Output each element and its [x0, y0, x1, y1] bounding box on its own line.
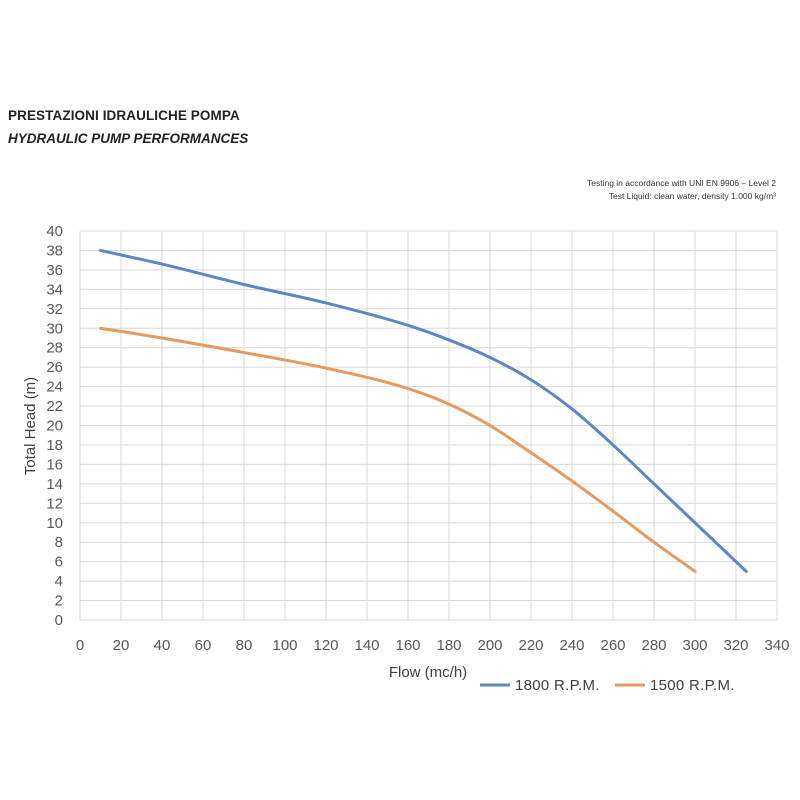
- y-tick-label: 30: [46, 320, 63, 337]
- y-tick-label: 4: [55, 573, 63, 590]
- y-tick-label: 22: [46, 398, 63, 415]
- y-tick-label: 32: [46, 301, 63, 318]
- y-tick-label: 16: [46, 456, 63, 473]
- x-tick-label: 80: [236, 637, 253, 654]
- y-tick-label: 24: [46, 379, 63, 396]
- chart-title-italian: PRESTAZIONI IDRAULICHE POMPA: [8, 108, 240, 123]
- y-tick-label: 26: [46, 359, 63, 376]
- x-tick-label: 320: [723, 637, 748, 654]
- y-tick-label: 34: [46, 281, 63, 298]
- y-tick-label: 10: [46, 515, 63, 532]
- series-line-1: [99, 248, 748, 573]
- chart-legend: 1800 R.P.M. 1500 R.P.M.: [480, 677, 735, 694]
- y-tick-label: 38: [46, 242, 63, 259]
- legend-label-series-1: 1800 R.P.M.: [515, 677, 600, 694]
- x-axis-ticks: 0 20 40 60 80 100 120 140 160 180 200 220 240 260 280 3…: [76, 637, 790, 654]
- y-tick-label: 20: [46, 418, 63, 435]
- chart-series: [99, 248, 748, 573]
- y-tick-label: 0: [55, 612, 63, 629]
- x-tick-label: 300: [682, 637, 707, 654]
- y-tick-label: 40: [46, 223, 63, 240]
- y-tick-label: 14: [46, 476, 63, 493]
- x-tick-label: 180: [436, 637, 461, 654]
- x-tick-label: 100: [272, 637, 297, 654]
- x-tick-label: 120: [313, 637, 338, 654]
- testing-standard-note: Testing in accordance with UNI EN 9906 –…: [587, 178, 776, 188]
- chart-grid: [79, 230, 778, 621]
- legend-label-series-2: 1500 R.P.M.: [650, 677, 735, 694]
- x-tick-label: 160: [395, 637, 420, 654]
- x-tick-label: 340: [764, 637, 789, 654]
- x-tick-label: 60: [195, 637, 212, 654]
- x-tick-label: 40: [154, 637, 171, 654]
- y-tick-label: 12: [46, 495, 63, 512]
- chart-title-english: HYDRAULIC PUMP PERFORMANCES: [8, 131, 249, 146]
- y-tick-label: 28: [46, 340, 63, 357]
- x-tick-label: 260: [600, 637, 625, 654]
- x-tick-label: 220: [518, 637, 543, 654]
- series-line-2: [99, 326, 697, 573]
- x-tick-label: 0: [76, 637, 84, 654]
- test-liquid-note: Test Liquid: clean water, density 1.000 …: [608, 191, 776, 201]
- y-tick-label: 2: [55, 593, 63, 610]
- y-tick-label: 18: [46, 437, 63, 454]
- y-axis-label: Total Head (m): [22, 377, 39, 475]
- x-tick-label: 280: [641, 637, 666, 654]
- x-tick-label: 200: [477, 637, 502, 654]
- x-tick-label: 240: [559, 637, 584, 654]
- x-tick-label: 20: [113, 637, 130, 654]
- y-tick-label: 6: [55, 554, 63, 571]
- y-tick-label: 36: [46, 262, 63, 279]
- x-tick-label: 140: [354, 637, 379, 654]
- y-tick-label: 8: [55, 534, 63, 551]
- x-axis-label: Flow (mc/h): [389, 664, 467, 681]
